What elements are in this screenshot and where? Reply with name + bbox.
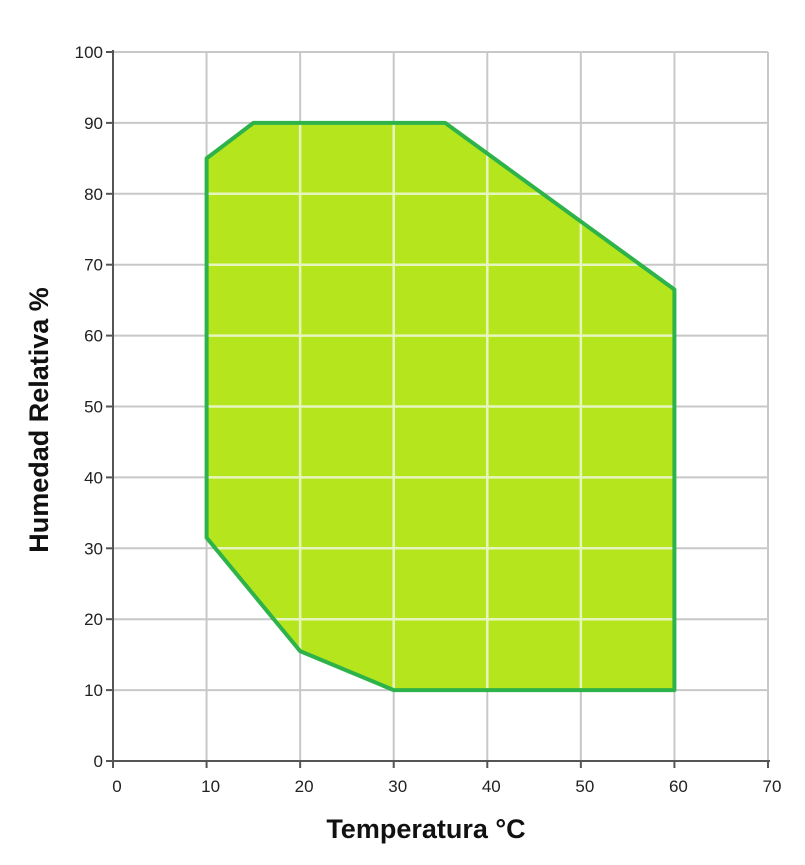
y-tick-label: 10 xyxy=(84,681,103,700)
y-tick-label: 40 xyxy=(84,468,103,487)
x-tick-label: 30 xyxy=(388,777,407,796)
x-tick-label: 50 xyxy=(575,777,594,796)
y-tick-label: 20 xyxy=(84,610,103,629)
y-tick-label: 60 xyxy=(84,327,103,346)
y-tick-label: 50 xyxy=(84,398,103,417)
x-tick-label: 70 xyxy=(763,777,782,796)
x-axis-label: Temperatura °C xyxy=(326,814,525,844)
x-tick-label: 40 xyxy=(482,777,501,796)
axes xyxy=(106,50,770,768)
operating-area xyxy=(204,120,677,693)
x-tick-label: 60 xyxy=(669,777,688,796)
y-tick-label: 0 xyxy=(94,752,103,771)
x-tick-label: 20 xyxy=(295,777,314,796)
x-tick-label: 0 xyxy=(112,777,121,796)
operating-area-border xyxy=(204,120,677,693)
y-tick-label: 30 xyxy=(84,539,103,558)
y-axis-label: Humedad Relativa % xyxy=(24,287,54,553)
y-tick-label: 100 xyxy=(75,43,103,62)
y-tick-label: 90 xyxy=(84,114,103,133)
x-tick-labels: 0 10 20 30 40 50 60 70 xyxy=(112,777,781,796)
x-tick-label: 10 xyxy=(201,777,220,796)
y-tick-label: 70 xyxy=(84,256,103,275)
y-tick-label: 80 xyxy=(84,185,103,204)
y-tick-labels: 0 10 20 30 40 50 60 70 80 90 100 xyxy=(75,43,103,771)
